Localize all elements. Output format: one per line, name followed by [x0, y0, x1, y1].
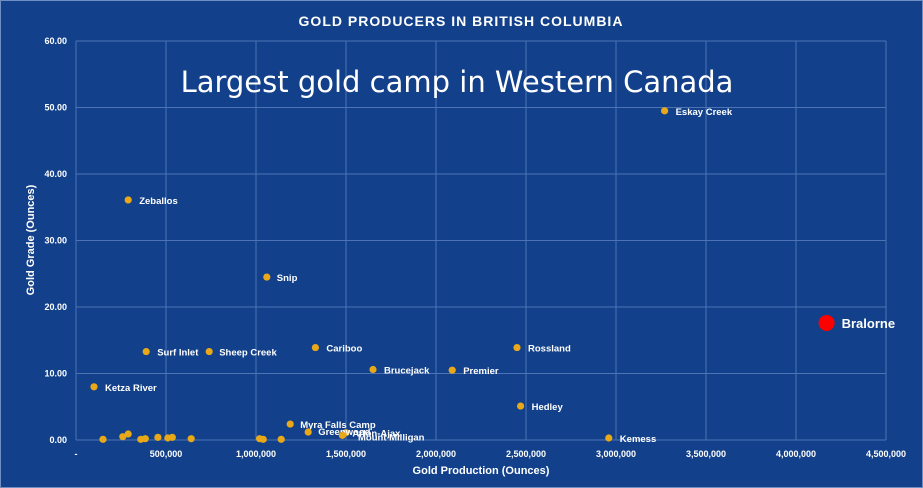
y-tick-label: 50.00	[44, 103, 67, 113]
data-point-label: Kemess	[620, 434, 656, 445]
data-point	[90, 383, 98, 391]
data-point	[605, 434, 613, 442]
y-tick-label: 30.00	[44, 236, 67, 246]
data-point-label: Premier	[463, 366, 499, 377]
data-point-label: Rossland	[528, 344, 571, 355]
data-point-label: Hedley	[532, 402, 564, 413]
x-tick-label: 500,000	[150, 449, 183, 459]
data-point-label: Sheep Creek	[219, 348, 277, 359]
data-point	[142, 347, 150, 356]
data-points: Eskay Creek Zeballos Snip Surf Inlet Sheep C…	[90, 107, 895, 445]
data-point-label: Zeballos	[139, 196, 178, 207]
data-point	[205, 347, 213, 356]
data-point-label: Brucejack	[384, 366, 430, 377]
chart-title: GOLD PRODUCERS IN BRITISH COLUMBIA	[299, 13, 624, 29]
y-tick-label: 0.00	[49, 435, 67, 445]
data-point	[369, 365, 377, 374]
data-point-label: Cariboo	[326, 344, 362, 355]
gridlines	[75, 40, 887, 441]
y-tick-label: 40.00	[44, 169, 67, 179]
data-point	[168, 433, 176, 441]
data-point	[661, 107, 669, 115]
y-tick-label: 10.00	[44, 369, 67, 379]
x-tick-label: 4,500,000	[866, 449, 906, 459]
data-point-label: Eskay Creek	[676, 107, 733, 118]
highlight-point	[818, 314, 835, 331]
data-point	[124, 430, 132, 438]
y-tick-label: 60.00	[44, 36, 67, 46]
data-point	[263, 273, 271, 281]
x-tick-label: 1,500,000	[326, 449, 366, 459]
data-point	[154, 433, 162, 441]
x-tick-label: 3,500,000	[686, 449, 726, 459]
x-tick-label: 4,000,000	[776, 449, 816, 459]
data-point-label: Ketza River	[105, 383, 157, 394]
data-point	[99, 435, 107, 443]
data-point-label: Snip	[277, 273, 298, 284]
chart-subtitle: Largest gold camp in Western Canada	[181, 65, 734, 99]
data-point	[513, 343, 521, 352]
data-point	[141, 435, 149, 443]
x-tick-label: -	[75, 449, 78, 459]
data-point	[311, 343, 319, 352]
data-point	[517, 402, 525, 410]
x-axis-ticks: - 500,000 1,000,000 1,500,000 2,000,000 2,500…	[75, 449, 907, 459]
data-point	[119, 433, 127, 441]
data-point	[259, 435, 267, 443]
highlight-point-label: Bralorne	[842, 316, 895, 331]
data-point	[448, 366, 456, 374]
data-point	[286, 420, 294, 428]
data-point-label: Surf Inlet	[157, 348, 199, 359]
data-point-label: Myra Falls Camp	[300, 420, 376, 431]
x-tick-label: 3,000,000	[596, 449, 636, 459]
x-tick-label: 2,500,000	[506, 449, 546, 459]
data-point	[338, 431, 346, 439]
y-tick-label: 20.00	[44, 302, 67, 312]
data-point-label: Arlon-Ajax	[352, 428, 401, 439]
data-point	[277, 435, 285, 443]
data-point	[304, 428, 312, 436]
x-axis-label: Gold Production (Ounces)	[413, 465, 550, 477]
data-point	[187, 435, 195, 443]
y-axis-ticks: 0.00 10.00 20.00 30.00 40.00 50.00 60.00	[44, 36, 67, 445]
x-tick-label: 1,000,000	[236, 449, 276, 459]
y-axis-label: Gold Grade (Ounces)	[25, 184, 37, 295]
data-point	[124, 196, 132, 204]
x-tick-label: 2,000,000	[416, 449, 456, 459]
data-point-label: Mount Milligan	[358, 433, 425, 444]
